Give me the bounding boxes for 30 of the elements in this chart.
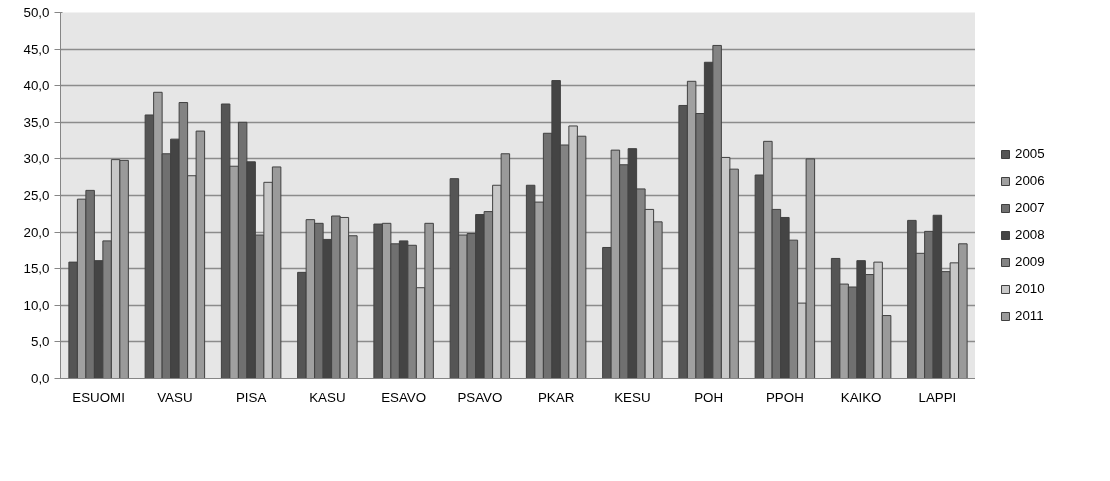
- legend-label: 2011: [1015, 308, 1044, 323]
- y-tick-label: 45,0: [23, 41, 50, 57]
- x-tick-label: PPOH: [765, 389, 804, 405]
- legend-label: 2009: [1015, 254, 1045, 269]
- y-tick-label: 25,0: [23, 188, 50, 203]
- x-tick-label: PKAR: [537, 389, 575, 405]
- x-tick-label: KASU: [309, 389, 346, 405]
- x-tick-label: VASU: [157, 389, 193, 405]
- legend-label: 2007: [1015, 200, 1045, 215]
- x-tick-label: KAIKO: [840, 389, 882, 405]
- legend-label: 2008: [1015, 227, 1045, 242]
- x-tick-label: ESUOMI: [72, 389, 125, 405]
- x-tick-label: ESAVO: [381, 389, 427, 405]
- y-tick-label: 40,0: [23, 78, 50, 94]
- y-tick-label: 35,0: [23, 114, 50, 130]
- y-tick-label: 20,0: [23, 224, 50, 240]
- x-tick-label: PSAVO: [457, 389, 503, 405]
- x-tick-label: PISA: [235, 389, 267, 405]
- x-tick-label: KESU: [614, 389, 651, 405]
- y-tick-label: 30,0: [23, 151, 50, 167]
- y-tick-label: 0,0: [30, 371, 50, 386]
- legend-label: 2005: [1015, 146, 1045, 161]
- legend-label: 2006: [1015, 173, 1045, 188]
- y-tick-label: 10,0: [23, 297, 50, 313]
- y-tick-label: 50,0: [23, 5, 50, 20]
- x-tick-label: LAPPI: [918, 389, 957, 405]
- legend-label: 2010: [1015, 281, 1045, 296]
- y-tick-label: 15,0: [23, 261, 50, 277]
- y-tick-label: 5,0: [30, 334, 50, 350]
- x-tick-label: POH: [694, 389, 724, 405]
